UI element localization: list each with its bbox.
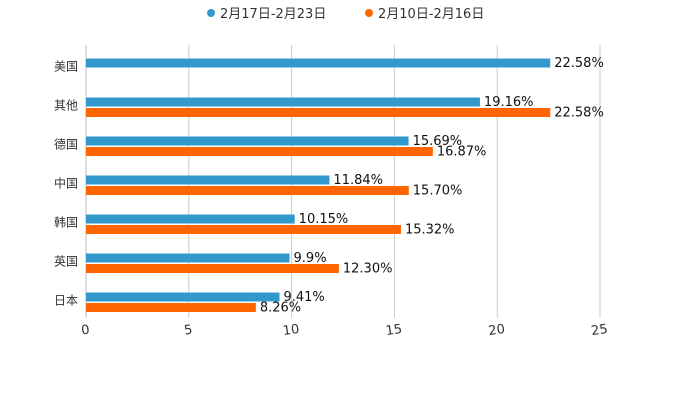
bar-series0-1[interactable]	[86, 97, 480, 107]
value-label-series1-5: 12.30%	[343, 262, 393, 277]
bar-series1-5[interactable]	[86, 264, 339, 273]
value-label-series0-5: 9.9%	[294, 251, 327, 266]
value-label-series0-1: 19.16%	[484, 95, 534, 110]
x-tick-label-25: 25	[590, 322, 608, 339]
value-label-series1-4: 15.32%	[405, 223, 455, 238]
category-label-5: 英国	[54, 255, 78, 269]
value-label-series0-0: 22.58%	[554, 56, 604, 71]
value-label-series1-2: 16.87%	[437, 145, 487, 160]
category-label-0: 美国	[54, 60, 78, 74]
value-label-series1-1: 22.58%	[554, 106, 604, 121]
legend-marker-series0[interactable]	[207, 9, 215, 17]
value-label-series1-6: 8.26%	[260, 301, 301, 316]
value-label-series0-4: 10.15%	[299, 212, 349, 227]
value-label-series1-3: 15.70%	[413, 184, 463, 199]
bars	[86, 58, 551, 312]
value-label-series0-6: 9.41%	[283, 290, 324, 305]
legend-marker-series1[interactable]	[365, 9, 373, 17]
value-label-series0-2: 15.69%	[413, 134, 463, 149]
category-label-2: 德国	[54, 137, 78, 152]
x-tick-label-10: 10	[282, 322, 300, 339]
bar-series1-1[interactable]	[86, 108, 551, 117]
category-label-3: 中国	[54, 176, 78, 191]
bar-series0-2[interactable]	[86, 136, 409, 146]
bar-series0-4[interactable]	[86, 214, 295, 224]
x-tick-label-0: 0	[80, 323, 90, 339]
bar-series1-2[interactable]	[86, 147, 433, 156]
x-axis-ticks: 0 5 10 15 20 25	[80, 322, 608, 339]
legend-label-series0[interactable]: 2月17日-2月23日	[220, 7, 326, 22]
value-label-series0-3: 11.84%	[333, 173, 383, 188]
category-label-1: 其他	[54, 99, 78, 113]
bar-series1-6[interactable]	[86, 303, 256, 312]
legend: 2月17日-2月23日 2月10日-2月16日	[207, 7, 484, 22]
category-label-6: 日本	[54, 294, 78, 308]
value-labels: 22.58% 19.16% 22.58% 15.69%16.87% 11.84% 15.7…	[260, 56, 604, 316]
bar-series1-3[interactable]	[86, 186, 409, 195]
bar-series0-5[interactable]	[86, 253, 290, 263]
legend-label-series1[interactable]: 2月10日-2月16日	[378, 7, 484, 22]
x-tick-label-5: 5	[183, 323, 193, 339]
bar-series0-6[interactable]	[86, 292, 280, 302]
category-label-4: 韩国	[54, 215, 78, 230]
x-tick-label-20: 20	[487, 322, 505, 339]
bar-series0-3[interactable]	[86, 175, 330, 185]
bar-series1-4[interactable]	[86, 225, 401, 234]
bar-series0-0[interactable]	[86, 58, 551, 68]
x-tick-label-15: 15	[385, 322, 403, 339]
